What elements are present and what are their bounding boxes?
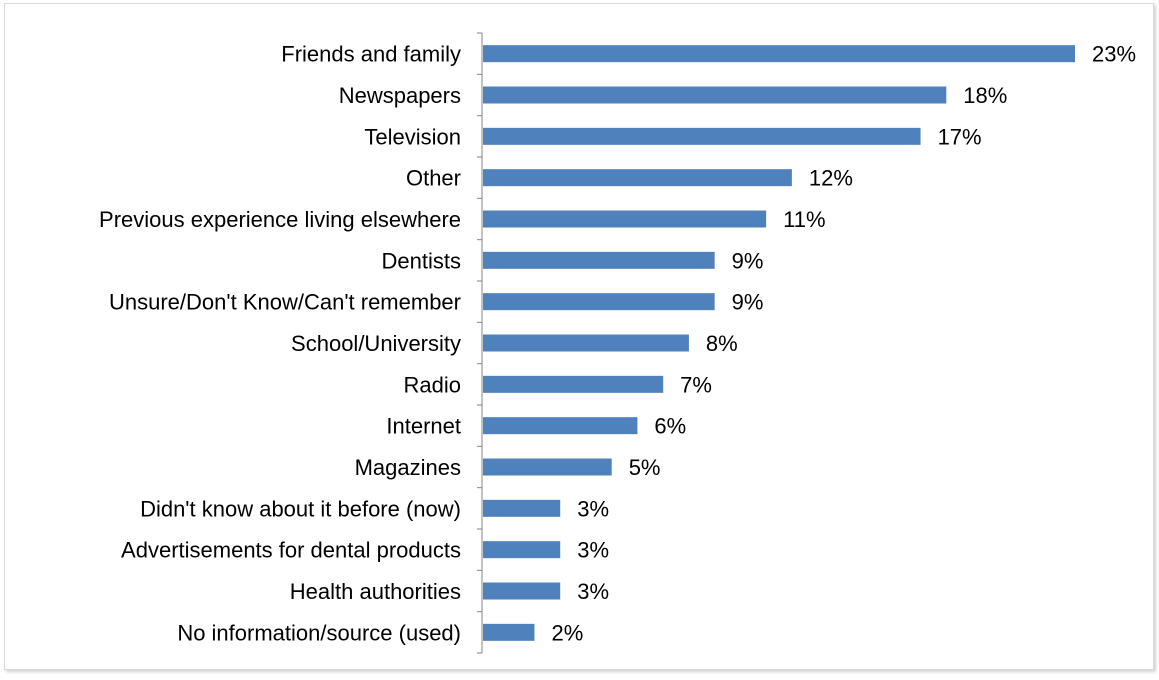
category-label: Unsure/Don't Know/Can't remember [109,290,461,315]
data-label: 9% [732,290,764,315]
category-label: School/University [291,331,461,356]
data-label: 11% [783,207,825,232]
category-label: Dentists [382,248,461,273]
category-label: No information/source (used) [177,620,461,645]
data-label: 12% [809,166,853,191]
category-label: Newspapers [339,83,461,108]
bar [483,541,561,559]
data-label: 2% [551,620,583,645]
category-label: Didn't know about it before (now) [140,496,461,521]
category-label: Television [364,124,461,149]
data-label: 3% [577,579,609,604]
data-label: 7% [680,372,712,397]
bar [483,127,921,145]
bar [483,334,689,352]
data-label: 3% [577,496,609,521]
bar [483,582,561,600]
category-label: Friends and family [281,42,461,67]
data-label: 9% [732,248,764,273]
category-label: Health authorities [290,579,461,604]
bar [483,499,561,517]
bar [483,169,792,187]
category-label: Advertisements for dental products [121,538,461,563]
bar [483,293,715,311]
bar [483,45,1075,63]
bar [483,210,767,228]
category-label: Radio [404,372,461,397]
bar [483,251,715,269]
data-label: 3% [577,538,609,563]
category-label: Previous experience living elsewhere [99,207,461,232]
data-label: 18% [963,83,1007,108]
bar [483,458,612,476]
bar [483,375,664,393]
category-label: Magazines [355,455,461,480]
category-label: Internet [386,414,461,439]
bar [483,417,638,435]
data-label: 6% [654,414,686,439]
data-label: 8% [706,331,738,356]
bar [483,86,947,104]
data-label: 23% [1092,42,1136,67]
data-label: 17% [938,124,982,149]
data-label: 5% [629,455,661,480]
category-label: Other [406,166,461,191]
bar [483,623,535,641]
